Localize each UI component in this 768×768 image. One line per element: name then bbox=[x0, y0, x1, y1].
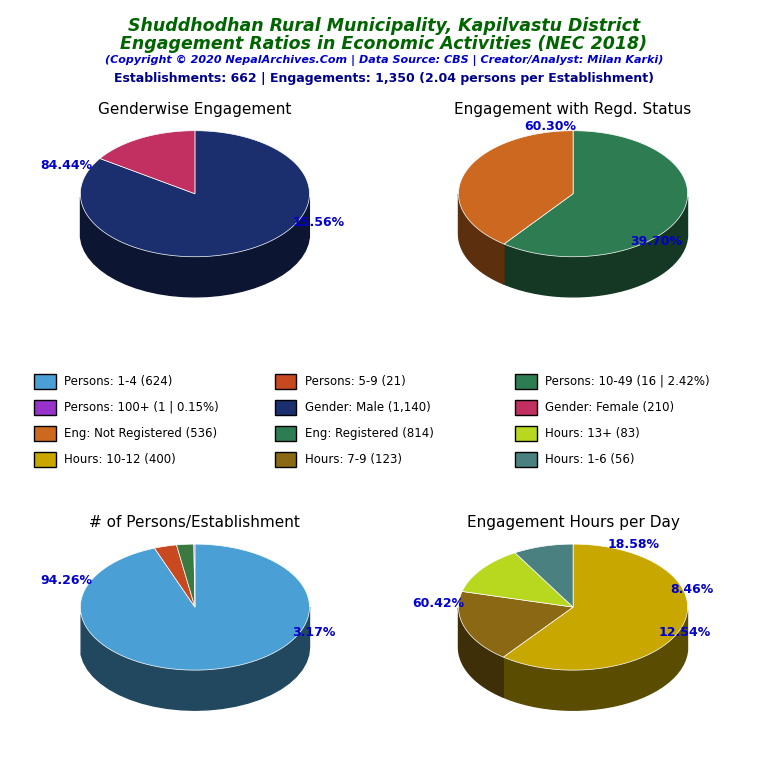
Polygon shape bbox=[503, 611, 687, 710]
FancyBboxPatch shape bbox=[274, 374, 296, 389]
Polygon shape bbox=[458, 131, 573, 244]
Text: 8.46%: 8.46% bbox=[670, 584, 713, 597]
Text: Eng: Registered (814): Eng: Registered (814) bbox=[305, 427, 434, 440]
Text: Gender: Male (1,140): Gender: Male (1,140) bbox=[305, 401, 431, 414]
FancyBboxPatch shape bbox=[34, 374, 55, 389]
Text: (Copyright © 2020 NepalArchives.Com | Data Source: CBS | Creator/Analyst: Milan : (Copyright © 2020 NepalArchives.Com | Da… bbox=[104, 55, 664, 66]
Polygon shape bbox=[504, 131, 687, 257]
Polygon shape bbox=[462, 553, 573, 607]
Text: Hours: 10-12 (400): Hours: 10-12 (400) bbox=[65, 453, 176, 466]
Polygon shape bbox=[81, 544, 310, 670]
Text: Establishments: 662 | Engagements: 1,350 (2.04 persons per Establishment): Establishments: 662 | Engagements: 1,350… bbox=[114, 72, 654, 85]
FancyBboxPatch shape bbox=[515, 374, 537, 389]
Text: 60.30%: 60.30% bbox=[524, 120, 576, 133]
Polygon shape bbox=[458, 607, 503, 697]
FancyBboxPatch shape bbox=[515, 426, 537, 441]
Text: 60.42%: 60.42% bbox=[412, 598, 465, 610]
Polygon shape bbox=[458, 591, 573, 657]
Title: Engagement with Regd. Status: Engagement with Regd. Status bbox=[455, 101, 692, 117]
Polygon shape bbox=[458, 194, 504, 284]
Text: 39.70%: 39.70% bbox=[631, 235, 683, 248]
Polygon shape bbox=[504, 197, 687, 297]
Polygon shape bbox=[81, 131, 310, 257]
FancyBboxPatch shape bbox=[274, 400, 296, 415]
FancyBboxPatch shape bbox=[515, 400, 537, 415]
Polygon shape bbox=[81, 607, 310, 710]
Text: 15.56%: 15.56% bbox=[293, 216, 345, 229]
Text: 84.44%: 84.44% bbox=[40, 158, 92, 171]
Text: Persons: 5-9 (21): Persons: 5-9 (21) bbox=[305, 375, 406, 388]
Title: Genderwise Engagement: Genderwise Engagement bbox=[98, 101, 292, 117]
Polygon shape bbox=[177, 544, 195, 607]
Text: Hours: 1-6 (56): Hours: 1-6 (56) bbox=[545, 453, 635, 466]
Text: Eng: Not Registered (536): Eng: Not Registered (536) bbox=[65, 427, 217, 440]
Text: Gender: Female (210): Gender: Female (210) bbox=[545, 401, 674, 414]
Text: 18.58%: 18.58% bbox=[607, 538, 660, 551]
Text: Engagement Ratios in Economic Activities (NEC 2018): Engagement Ratios in Economic Activities… bbox=[121, 35, 647, 53]
Text: Shuddhodhan Rural Municipality, Kapilvastu District: Shuddhodhan Rural Municipality, Kapilvas… bbox=[128, 17, 640, 35]
Polygon shape bbox=[154, 545, 195, 607]
Text: Hours: 7-9 (123): Hours: 7-9 (123) bbox=[305, 453, 402, 466]
Polygon shape bbox=[81, 197, 310, 297]
Text: Persons: 1-4 (624): Persons: 1-4 (624) bbox=[65, 375, 173, 388]
Text: Hours: 13+ (83): Hours: 13+ (83) bbox=[545, 427, 641, 440]
Text: 3.17%: 3.17% bbox=[293, 626, 336, 639]
Text: 94.26%: 94.26% bbox=[40, 574, 92, 588]
Polygon shape bbox=[100, 131, 195, 194]
Text: Persons: 10-49 (16 | 2.42%): Persons: 10-49 (16 | 2.42%) bbox=[545, 375, 710, 388]
Text: 12.54%: 12.54% bbox=[659, 626, 711, 639]
FancyBboxPatch shape bbox=[274, 426, 296, 441]
Text: Persons: 100+ (1 | 0.15%): Persons: 100+ (1 | 0.15%) bbox=[65, 401, 219, 414]
FancyBboxPatch shape bbox=[34, 452, 55, 467]
Polygon shape bbox=[503, 544, 687, 670]
Title: # of Persons/Establishment: # of Persons/Establishment bbox=[90, 515, 300, 530]
FancyBboxPatch shape bbox=[274, 452, 296, 467]
FancyBboxPatch shape bbox=[515, 452, 537, 467]
Polygon shape bbox=[194, 544, 195, 607]
Polygon shape bbox=[515, 544, 573, 607]
Title: Engagement Hours per Day: Engagement Hours per Day bbox=[467, 515, 680, 530]
FancyBboxPatch shape bbox=[34, 400, 55, 415]
FancyBboxPatch shape bbox=[34, 426, 55, 441]
